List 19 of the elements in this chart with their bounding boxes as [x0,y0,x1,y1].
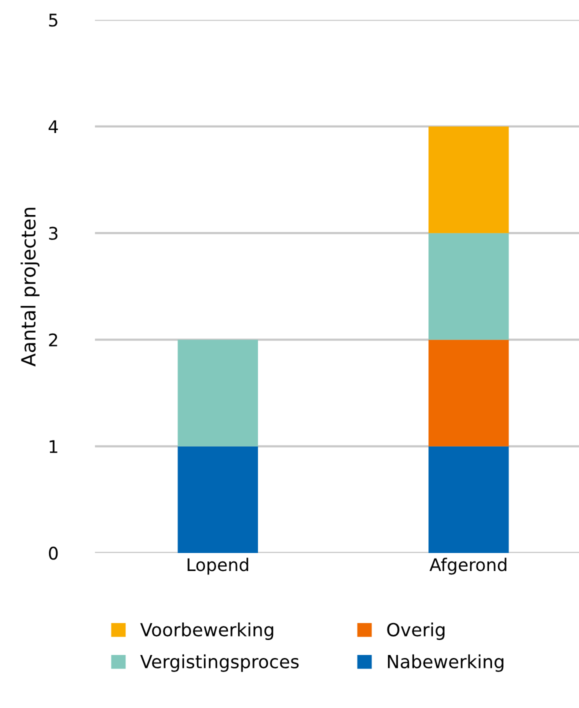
x-tick-label: Afgerond [430,558,506,575]
bar [178,340,258,446]
y-tick-label: 0 [48,546,58,560]
bar [428,126,509,234]
y-tick-label: 4 [48,120,58,134]
y-tick-label: 2 [49,333,58,346]
legend-label: Nabewerking [388,654,504,672]
bar [428,233,509,340]
bar [428,340,509,446]
legend-label: Voorbewerking [140,622,274,640]
bar [178,446,258,553]
y-axis-title: Aantal projecten [20,208,40,366]
y-tick-label: 3 [49,226,58,240]
legend-label: Vergistingsproces [140,654,299,672]
y-tick-label: 5 [49,14,58,27]
bar [428,446,509,553]
y-tick-label: 1 [50,440,58,453]
legend-label: Overig [387,622,444,640]
x-tick-label: Lopend [188,558,248,575]
